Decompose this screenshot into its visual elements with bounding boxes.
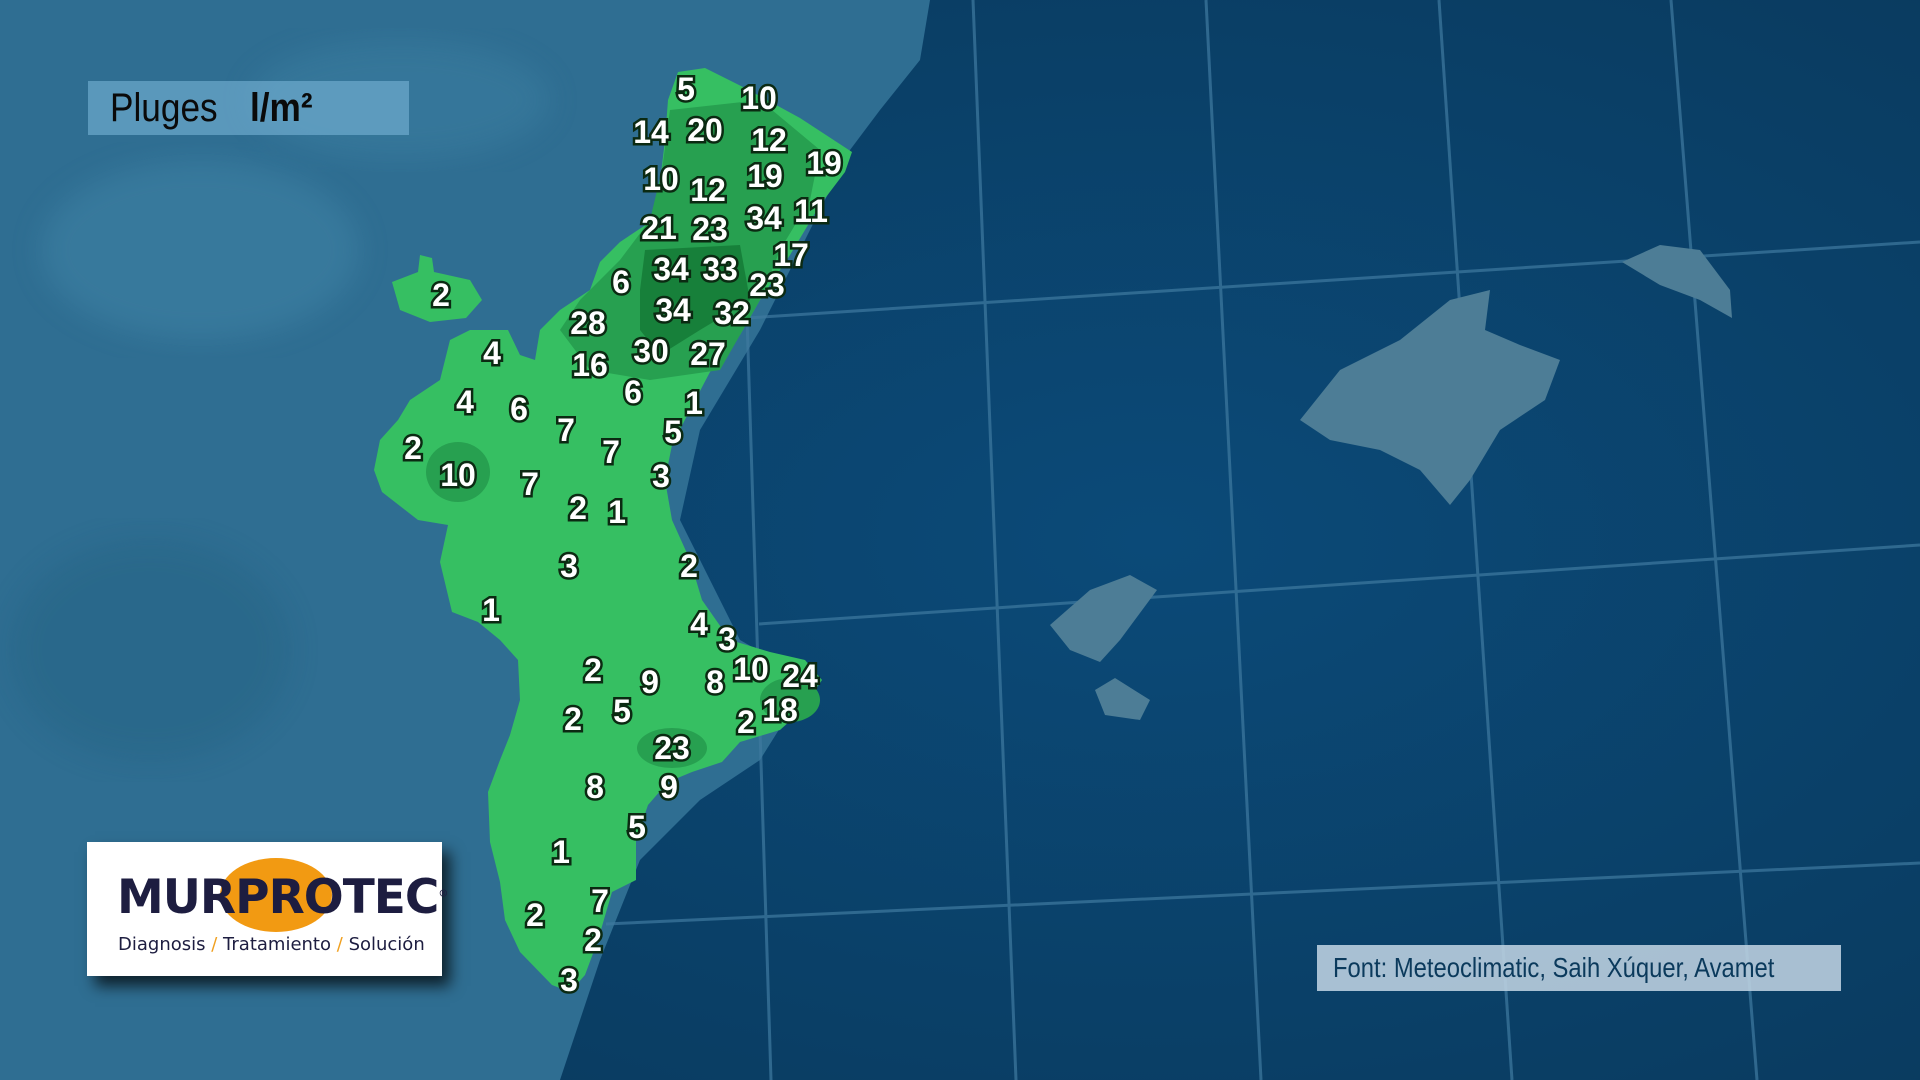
zone-mid-south <box>637 728 707 768</box>
station-value: 9 <box>641 664 659 700</box>
station-value: 4 <box>456 384 474 420</box>
station-value: 10 <box>741 80 777 116</box>
station-value: 10 <box>440 457 476 493</box>
station-value: 30 <box>633 333 669 369</box>
station-value: 7 <box>521 466 539 502</box>
station-value: 8 <box>586 769 604 805</box>
station-value: 2 <box>737 704 755 740</box>
station-value: 11 <box>794 193 828 229</box>
station-value: 5 <box>677 71 695 107</box>
tag-sep: / <box>336 934 343 955</box>
region-shape <box>374 68 852 992</box>
station-value: 5 <box>613 693 631 729</box>
station-value: 10 <box>643 161 679 197</box>
station-value: 6 <box>624 374 642 410</box>
station-value: 23 <box>749 267 785 303</box>
title-banner: Pluges l/m² <box>88 81 409 135</box>
logo-mur: MUR <box>117 870 236 925</box>
station-value: 9 <box>660 769 678 805</box>
title-unit: l/m² <box>250 85 313 130</box>
station-value: 3 <box>652 458 670 494</box>
zone-mid-cape <box>760 678 820 722</box>
station-value: 2 <box>569 490 587 526</box>
logo-orange-oval <box>220 858 332 932</box>
station-value: 34 <box>655 292 691 328</box>
station-value: 23 <box>692 211 728 247</box>
station-value: 3 <box>718 621 736 657</box>
station-value: 12 <box>690 172 726 208</box>
mallorca <box>1300 290 1560 505</box>
station-value: 2 <box>584 922 602 958</box>
station-value: 17 <box>773 237 809 273</box>
station-value: 1 <box>482 592 500 628</box>
logo-pro: PRO <box>235 870 344 925</box>
station-value: 7 <box>591 883 609 919</box>
station-value: 2 <box>584 652 602 688</box>
title-label: Pluges <box>110 85 218 130</box>
balearic-islands <box>1050 245 1732 720</box>
station-value: 2 <box>526 897 544 933</box>
source-credit: Font: Meteoclimatic, Saih Xúquer, Avamet <box>1317 945 1841 991</box>
tag-solucion: Solución <box>348 934 425 955</box>
tag-sep: / <box>211 934 218 955</box>
station-value: 3 <box>560 962 578 998</box>
tag-diagnosis: Diagnosis <box>118 934 206 955</box>
station-value: 23 <box>654 730 690 766</box>
station-value: 34 <box>746 200 782 236</box>
station-value: 8 <box>706 664 724 700</box>
station-value: 20 <box>687 112 723 148</box>
station-value: 5 <box>628 809 646 845</box>
station-value: 6 <box>510 391 528 427</box>
formentera <box>1095 678 1150 720</box>
station-value: 2 <box>432 277 450 313</box>
station-value: 2 <box>680 548 698 584</box>
station-value: 1 <box>608 494 626 530</box>
logo-registered: ® <box>438 888 448 900</box>
station-value: 4 <box>690 606 708 642</box>
station-value: 6 <box>612 264 630 300</box>
station-value: 21 <box>641 210 677 246</box>
region-exclave <box>392 255 482 322</box>
logo-tagline: Diagnosis / Tratamiento / Solución <box>118 934 425 955</box>
station-value: 5 <box>664 414 682 450</box>
station-value: 33 <box>702 251 738 287</box>
station-value: 27 <box>690 336 726 372</box>
logo-wordmark: MURPROTEC® <box>117 870 448 925</box>
station-value: 1 <box>552 834 570 870</box>
station-value: 34 <box>653 251 689 287</box>
murprotec-logo: MURPROTEC® Diagnosis / Tratamiento / Sol… <box>87 842 448 976</box>
station-value: 32 <box>714 295 750 331</box>
zone-high <box>640 245 750 355</box>
station-value: 10 <box>733 651 769 687</box>
station-value: 16 <box>572 347 608 383</box>
station-value: 19 <box>806 145 842 181</box>
station-value: 19 <box>747 158 783 194</box>
zone-mid-west <box>426 442 490 502</box>
logo-tec: TEC <box>342 870 440 925</box>
station-value: 7 <box>557 412 575 448</box>
station-value: 7 <box>602 434 620 470</box>
source-text: Font: Meteoclimatic, Saih Xúquer, Avamet <box>1333 952 1775 983</box>
station-value: 24 <box>782 658 818 694</box>
station-value: 1 <box>685 385 703 421</box>
station-value: 4 <box>483 335 501 371</box>
menorca <box>1622 245 1732 318</box>
station-value: 12 <box>751 122 787 158</box>
station-value: 18 <box>762 692 798 728</box>
ibiza <box>1050 575 1157 662</box>
station-value: 2 <box>564 701 582 737</box>
tag-tratamiento: Tratamiento <box>223 934 332 955</box>
zone-mid-north <box>560 100 820 380</box>
station-value: 14 <box>633 114 669 150</box>
station-value: 3 <box>560 548 578 584</box>
station-value: 28 <box>570 305 606 341</box>
station-value: 2 <box>404 430 422 466</box>
